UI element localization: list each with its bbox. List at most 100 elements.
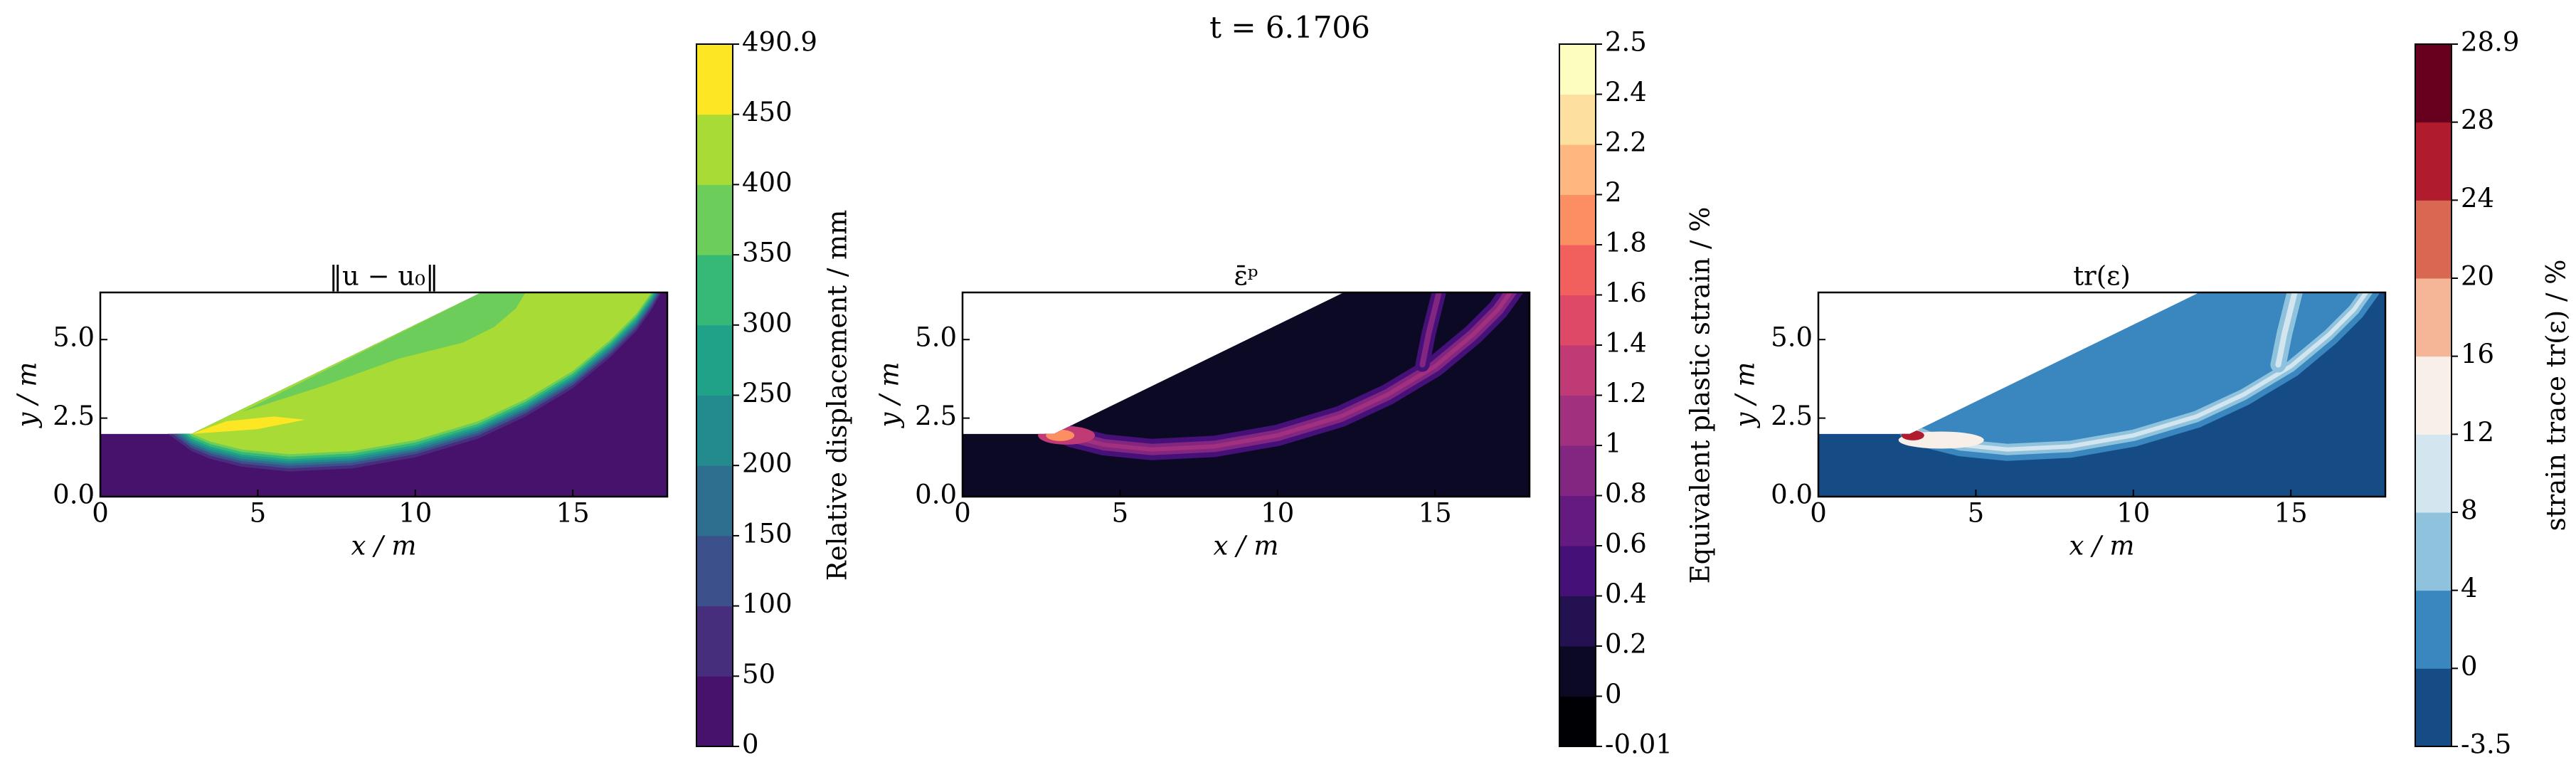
x-axis-label: x / m xyxy=(2069,531,2135,561)
colorbar-segment xyxy=(2415,590,2452,669)
x-axis-label: x / m xyxy=(351,531,417,561)
y-axis-label: y / m xyxy=(874,362,905,429)
colorbar-segment xyxy=(1559,395,1596,446)
colorbar-segment xyxy=(1559,696,1596,747)
colorbar-tick-label: 24 xyxy=(2461,183,2494,213)
x-tick-label: 10 xyxy=(2116,498,2150,529)
colorbar-tick-label: 2 xyxy=(1605,177,1622,208)
x-tick-label: 0 xyxy=(954,498,971,529)
colorbar-segment xyxy=(2415,200,2452,279)
colorbar-label: Equivalent plastic strain / % xyxy=(1685,207,1716,584)
colorbar-segment xyxy=(1559,646,1596,697)
colorbar-tick-label: 28.9 xyxy=(2461,27,2519,58)
colorbar-segment xyxy=(696,114,733,185)
x-tick-label: 5 xyxy=(1968,498,1985,529)
x-tick-label: 15 xyxy=(2274,498,2308,529)
colorbar-segment xyxy=(696,465,733,536)
colorbar-label: strain trace tr(ε) / % xyxy=(2541,260,2572,532)
colorbar-tick-label: 200 xyxy=(742,448,793,479)
colorbar-tick-label: 150 xyxy=(742,518,793,549)
x-tick-label: 5 xyxy=(1112,498,1129,529)
colorbar-tick-label: 4 xyxy=(2461,573,2478,603)
colorbar-segment xyxy=(2415,512,2452,591)
colorbar-tick-label: 250 xyxy=(742,378,793,408)
y-tick-label: 2.5 xyxy=(915,401,957,431)
colorbar-tick-label: 8 xyxy=(2461,495,2478,526)
colorbar-segment xyxy=(2415,356,2452,435)
colorbar-tick-label: 350 xyxy=(742,238,793,268)
figure-title: t = 6.1706 xyxy=(1209,10,1370,45)
colorbar-segment xyxy=(696,535,733,607)
y-tick-label: 5.0 xyxy=(915,322,957,353)
colorbar-frame xyxy=(2415,43,2452,747)
colorbar-tick-label: 20 xyxy=(2461,261,2494,292)
x-tick-label: 0 xyxy=(1810,498,1827,529)
colorbar-segment xyxy=(696,44,733,115)
y-tick-label: 0.0 xyxy=(915,480,957,510)
y-tick-label: 0.0 xyxy=(1771,480,1813,510)
colorbar-tick-label: -0.01 xyxy=(1605,729,1673,760)
colorbar-segment xyxy=(696,184,733,255)
colorbar-tick-label: -3.5 xyxy=(2461,729,2511,760)
field-patch xyxy=(242,292,526,412)
panel-title: ‖u − u₀‖ xyxy=(329,261,438,292)
colorbar-segment xyxy=(1559,194,1596,245)
x-tick-label: 10 xyxy=(1261,498,1294,529)
panel-title: ε̄ᵖ xyxy=(1234,261,1258,292)
colorbar-segment xyxy=(1559,495,1596,546)
colorbar-tick-label: 490.9 xyxy=(742,27,817,58)
colorbar-segment xyxy=(1559,596,1596,647)
colorbar-tick-label: 1.2 xyxy=(1605,378,1647,408)
colorbar-tick-label: 12 xyxy=(2461,417,2494,448)
colorbar-segment xyxy=(1559,445,1596,496)
colorbar-tick-label: 50 xyxy=(742,659,775,689)
colorbar-tick-label: 450 xyxy=(742,97,793,127)
x-axis-label: x / m xyxy=(1214,531,1279,561)
colorbar-segment xyxy=(696,324,733,396)
colorbar-tick-label: 1.6 xyxy=(1605,278,1647,308)
colorbar-segment xyxy=(696,676,733,747)
band xyxy=(1051,292,1529,452)
band xyxy=(1419,292,1445,368)
colorbar-tick-label: 100 xyxy=(742,588,793,619)
axes-frame xyxy=(99,291,669,498)
axes-frame xyxy=(1817,291,2387,498)
colorbar-segment xyxy=(1559,345,1596,396)
field-background xyxy=(963,292,1530,497)
axes-frame xyxy=(961,291,1531,498)
colorbar-segment xyxy=(2415,278,2452,357)
colorbar-tick-label: 0.6 xyxy=(1605,529,1647,559)
colorbar-segment xyxy=(1559,144,1596,195)
colorbar-segment xyxy=(1559,245,1596,295)
colorbar-tick-label: 2.2 xyxy=(1605,127,1647,158)
colorbar-segment xyxy=(1559,295,1596,346)
x-tick-label: 0 xyxy=(92,498,109,529)
field-patch xyxy=(191,416,305,434)
y-tick-label: 2.5 xyxy=(1771,401,1813,431)
colorbar-tick-label: 0 xyxy=(2461,651,2478,682)
colorbar-segment xyxy=(696,395,733,466)
y-tick-label: 5.0 xyxy=(53,322,95,353)
y-tick-label: 5.0 xyxy=(1771,322,1813,353)
colorbar-segment xyxy=(1559,44,1596,95)
colorbar-tick-label: 28 xyxy=(2461,105,2494,135)
colorbar-segment xyxy=(696,255,733,326)
colorbar-segment xyxy=(696,606,733,677)
colorbar-label: Relative displacement / mm xyxy=(822,210,853,581)
y-tick-label: 2.5 xyxy=(53,401,95,431)
x-tick-label: 10 xyxy=(398,498,432,529)
colorbar-tick-label: 400 xyxy=(742,167,793,198)
x-tick-label: 5 xyxy=(250,498,267,529)
colorbar-segment xyxy=(2415,668,2452,747)
x-tick-label: 15 xyxy=(1419,498,1452,529)
field-patch xyxy=(1901,430,1924,440)
colorbar-tick-label: 300 xyxy=(742,307,793,338)
colorbar-tick-label: 1 xyxy=(1605,428,1622,459)
colorbar-tick-label: 0.8 xyxy=(1605,478,1647,509)
colorbar-tick-label: 2.4 xyxy=(1605,77,1647,107)
colorbar-tick-label: 1.4 xyxy=(1605,328,1647,359)
colorbar-tick-label: 0.4 xyxy=(1605,578,1647,609)
panel-title: tr(ε) xyxy=(2073,261,2131,292)
y-tick-label: 0.0 xyxy=(53,480,95,510)
